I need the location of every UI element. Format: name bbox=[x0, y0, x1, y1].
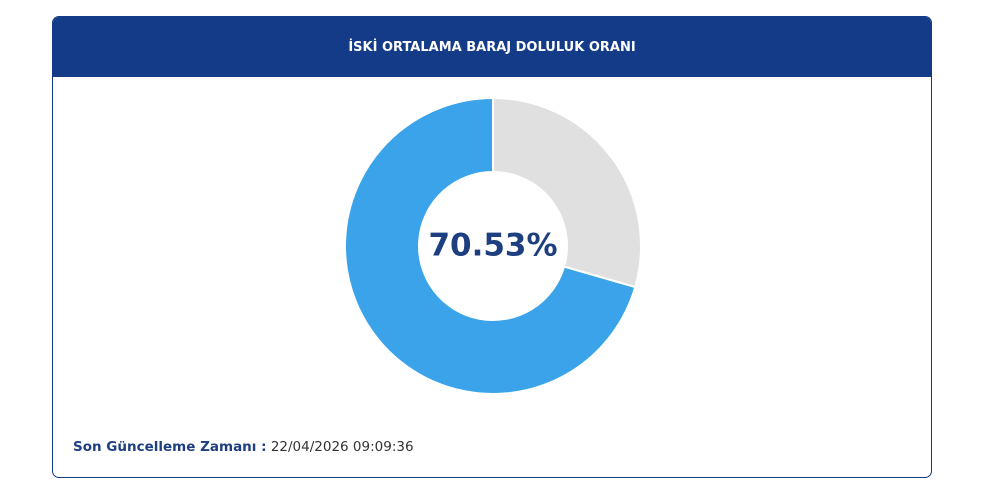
footer-label: Son Güncelleme Zamanı : bbox=[73, 439, 267, 455]
footer-value: 22/04/2026 09:09:36 bbox=[270, 439, 414, 455]
chart: 70.53% bbox=[344, 96, 642, 395]
center-label: 70.53% bbox=[428, 228, 557, 264]
footer: Son Güncelleme Zamanı : 22/04/2026 09:09… bbox=[73, 439, 414, 455]
card-header: İSKİ ORTALAMA BARAJ DOLULUK ORANI bbox=[53, 17, 931, 77]
chart-title: İSKİ ORTALAMA BARAJ DOLULUK ORANI bbox=[348, 39, 636, 55]
card: İSKİ ORTALAMA BARAJ DOLULUK ORANI 70.53%… bbox=[52, 16, 932, 478]
donut-segment bbox=[344, 96, 637, 395]
donut-segment bbox=[492, 96, 642, 289]
